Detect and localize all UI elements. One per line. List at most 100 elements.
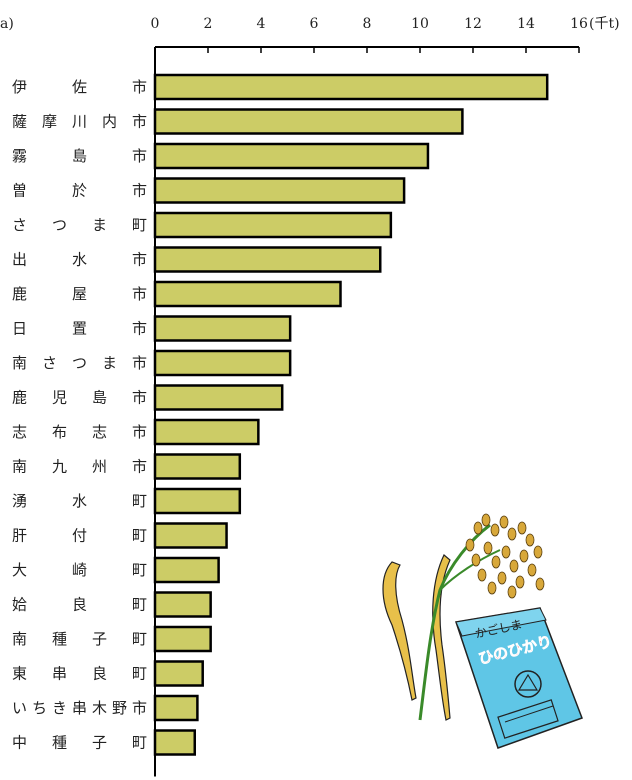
category-label-char: 町 xyxy=(132,527,147,545)
category-label-char: 曽 xyxy=(12,182,27,200)
category-label: 南九州市 xyxy=(12,458,147,476)
category-label-char: 志 xyxy=(12,423,27,441)
category-label-char: 市 xyxy=(132,699,147,717)
category-label-char: き xyxy=(52,699,67,717)
bar xyxy=(153,556,220,584)
category-label-char: 市 xyxy=(132,389,147,407)
category-label: 姶良町 xyxy=(12,596,147,614)
bar xyxy=(153,729,196,756)
category-label: 曽於市 xyxy=(12,182,147,200)
category-label-char: 町 xyxy=(132,665,147,683)
x-tick-label: 6 xyxy=(310,16,319,32)
category-label-char: 町 xyxy=(132,596,147,614)
category-label-char: 日 xyxy=(12,320,27,338)
category-label-char: 南 xyxy=(12,630,27,648)
bar xyxy=(153,487,242,515)
category-label: 南さつま市 xyxy=(12,354,147,372)
bars xyxy=(153,73,549,756)
bar xyxy=(153,142,430,170)
category-label-char: 町 xyxy=(132,492,147,510)
bar xyxy=(153,211,393,239)
category-label-char: 市 xyxy=(132,354,147,372)
category-label-char: 市 xyxy=(132,423,147,441)
category-label-char: 肝 xyxy=(12,527,27,545)
category-label: 東串良町 xyxy=(12,665,147,683)
category-label-char: 布 xyxy=(52,423,67,441)
category-label: 大崎町 xyxy=(12,561,147,579)
bar xyxy=(153,522,228,549)
category-label-char: 町 xyxy=(132,630,147,648)
category-label-char: 木 xyxy=(92,699,107,717)
category-label-char: 志 xyxy=(92,423,107,441)
bar xyxy=(153,246,382,273)
x-tick-label: 12 xyxy=(464,16,482,32)
category-label-char: 中 xyxy=(12,734,27,752)
x-tick-label: 4 xyxy=(257,16,266,32)
category-label-char: ま xyxy=(102,354,117,372)
category-label-char: さ xyxy=(12,216,27,234)
bar xyxy=(153,177,406,204)
category-label-char: 串 xyxy=(72,699,87,717)
category-label: 肝付町 xyxy=(12,527,147,545)
category-label-char: 鹿 xyxy=(12,389,27,407)
category-label-char: 市 xyxy=(132,182,147,200)
bag-emblem xyxy=(514,670,542,698)
category-label: 中種子町 xyxy=(12,734,147,752)
category-label-char: 伊 xyxy=(12,78,27,96)
category-label-char: 良 xyxy=(92,665,107,683)
x-tick-label: 10 xyxy=(411,16,429,32)
bar xyxy=(153,453,242,480)
category-label-char: 串 xyxy=(52,665,67,683)
category-label-char: 市 xyxy=(132,78,147,96)
bar xyxy=(153,280,342,308)
category-label-char: 於 xyxy=(72,182,87,200)
category-label-char: 市 xyxy=(132,251,147,269)
category-label: 鹿児島市 xyxy=(12,389,147,407)
category-label-char: 町 xyxy=(132,734,147,752)
category-labels: 伊佐市薩摩川内市霧島市曽於市さつま町出水市鹿屋市日置市南さつま市鹿児島市志布志市… xyxy=(12,78,147,752)
category-label-char: 市 xyxy=(132,320,147,338)
x-tick-label: 8 xyxy=(363,16,372,32)
category-label-char: 子 xyxy=(92,734,107,752)
x-tick-label: 2 xyxy=(204,16,213,32)
category-label-char: 大 xyxy=(12,561,27,579)
category-label-char: 水 xyxy=(72,492,87,510)
category-label-char: 東 xyxy=(12,665,27,683)
category-label-char: 湧 xyxy=(12,492,27,510)
bar xyxy=(153,73,549,101)
bar xyxy=(153,625,212,653)
panel-tag: a) xyxy=(0,16,14,32)
bar xyxy=(153,591,212,618)
category-label-char: い xyxy=(12,699,27,717)
category-label-char: 市 xyxy=(132,285,147,303)
x-axis-ticks: 0 2 4 6 8 10 12 14 16 xyxy=(151,16,588,53)
category-label-char: 島 xyxy=(72,147,87,165)
category-label-char: 子 xyxy=(92,630,107,648)
bar xyxy=(153,108,464,135)
category-label-char: 市 xyxy=(132,147,147,165)
category-label: 湧水町 xyxy=(12,492,147,510)
category-label-char: 鹿 xyxy=(12,285,27,303)
x-tick-label: 0 xyxy=(151,16,160,32)
bar xyxy=(153,384,284,411)
bar xyxy=(153,315,292,342)
category-label-char: さ xyxy=(42,354,57,372)
category-label: 日置市 xyxy=(12,320,147,338)
category-label-char: 町 xyxy=(132,216,147,234)
category-label-char: 崎 xyxy=(72,561,87,579)
category-label: 鹿屋市 xyxy=(12,285,147,303)
x-tick-label: 16 xyxy=(570,16,588,32)
category-label-char: 市 xyxy=(132,113,147,131)
category-label-char: ま xyxy=(92,216,107,234)
bar xyxy=(153,694,199,722)
category-label-char: 州 xyxy=(92,458,107,476)
category-label-char: 屋 xyxy=(72,285,87,303)
category-label-char: ち xyxy=(32,699,47,717)
bar xyxy=(153,349,292,377)
category-label-char: 南 xyxy=(12,458,27,476)
category-label-char: 佐 xyxy=(72,78,87,96)
category-label-char: 島 xyxy=(92,389,107,407)
category-label: さつま町 xyxy=(12,216,147,234)
category-label-char: 野 xyxy=(112,699,127,717)
category-label-char: 霧 xyxy=(12,147,27,165)
